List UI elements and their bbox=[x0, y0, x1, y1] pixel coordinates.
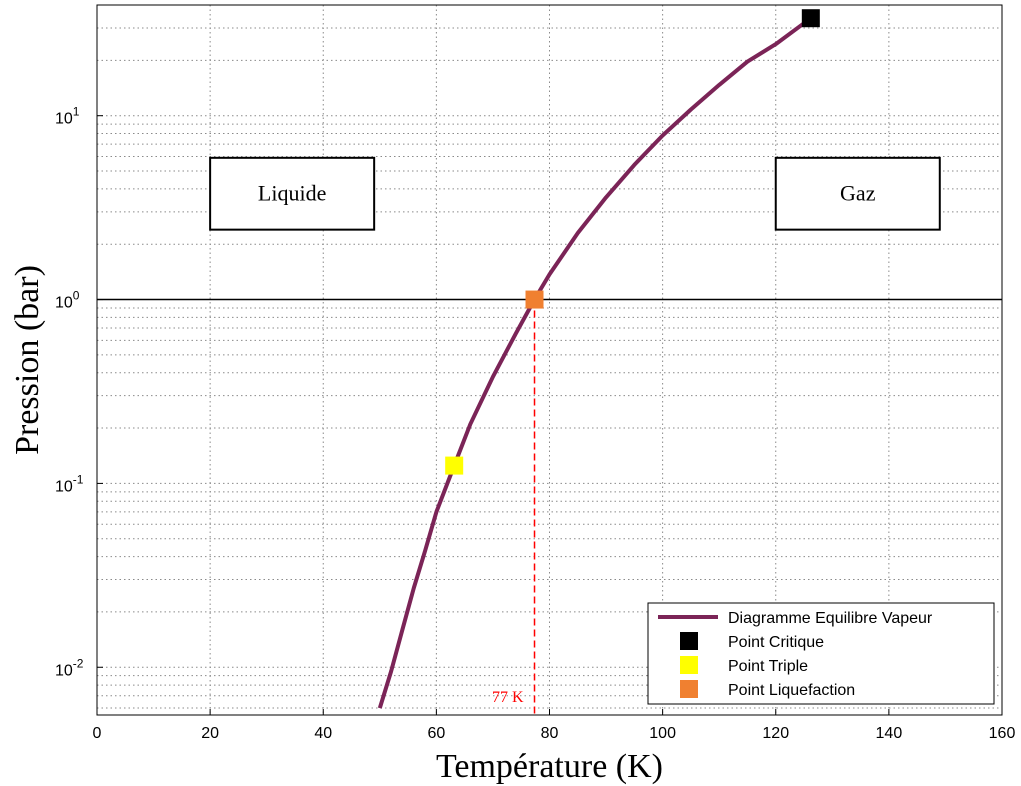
x-tick-label: 80 bbox=[541, 725, 559, 742]
legend-entry: Point Liquefaction bbox=[680, 680, 855, 699]
x-tick-label: 60 bbox=[427, 725, 445, 742]
region-boxes: Liquide Gaz bbox=[209, 156, 941, 231]
y-tick-label: 10-2 bbox=[55, 656, 84, 679]
liquefaction-temperature-label: 77 K bbox=[492, 689, 524, 706]
legend-box bbox=[647, 602, 995, 705]
legend-square-swatch bbox=[680, 656, 698, 674]
region-label: Liquide bbox=[258, 181, 326, 206]
legend-entry: Diagramme Equilibre Vapeur bbox=[658, 610, 933, 627]
legend-label: Point Liquefaction bbox=[728, 682, 855, 699]
x-axis-title: Température (K) bbox=[436, 748, 663, 785]
legend-label: Point Triple bbox=[728, 658, 808, 675]
axis-ticks: 0 20 40 60 80 100 120 140 160 10-2 10-1 100 101 bbox=[55, 105, 1015, 742]
x-tick-label: 160 bbox=[989, 725, 1016, 742]
legend-square-swatch bbox=[680, 632, 698, 650]
region-box: Liquide bbox=[209, 156, 376, 231]
legend-label: Diagramme Equilibre Vapeur bbox=[728, 610, 933, 627]
y-axis-title: Pression (bar) bbox=[9, 265, 46, 455]
legend-label: Point Critique bbox=[728, 634, 824, 651]
point-point-liquefaction bbox=[525, 290, 544, 309]
special-points bbox=[445, 9, 820, 475]
x-tick-label: 40 bbox=[314, 725, 332, 742]
y-tick-label: 100 bbox=[55, 289, 80, 312]
region-label: Gaz bbox=[840, 181, 876, 206]
x-tick-label: 120 bbox=[762, 725, 789, 742]
region-box-frame bbox=[209, 156, 376, 231]
reference-markers: 77 K bbox=[97, 298, 1002, 715]
legend-square-swatch bbox=[680, 680, 698, 698]
point-point-critique bbox=[801, 9, 820, 28]
region-box-frame bbox=[774, 156, 941, 231]
y-tick-label: 10-1 bbox=[55, 472, 84, 495]
y-tick-label: 101 bbox=[55, 105, 80, 128]
grid bbox=[97, 5, 1002, 715]
x-tick-label: 0 bbox=[93, 725, 102, 742]
point-point-triple bbox=[445, 456, 464, 475]
x-tick-label: 100 bbox=[649, 725, 676, 742]
x-tick-label: 140 bbox=[876, 725, 903, 742]
legend-entry: Point Critique bbox=[680, 632, 824, 651]
x-tick-label: 20 bbox=[201, 725, 219, 742]
legend: Diagramme Equilibre Vapeur Point Critique… bbox=[647, 602, 995, 705]
region-box: Gaz bbox=[774, 156, 941, 231]
legend-entry: Point Triple bbox=[680, 656, 808, 675]
